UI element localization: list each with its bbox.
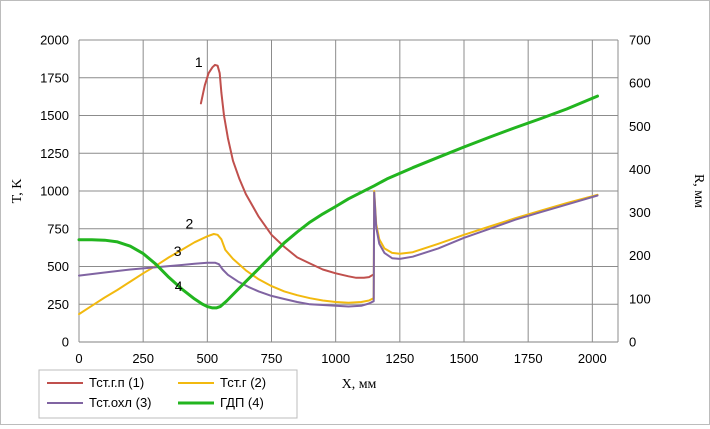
y2-tick-label: 700 xyxy=(629,33,651,48)
legend-label: Тст.г (2) xyxy=(220,375,266,390)
x-tick-label: 2000 xyxy=(578,351,607,366)
x-tick-label: 1000 xyxy=(321,351,350,366)
series-number-label: 1 xyxy=(195,54,203,70)
y-tick-label: 1750 xyxy=(40,70,69,85)
y2-tick-label: 100 xyxy=(629,291,651,306)
series-number-label: 2 xyxy=(186,215,194,231)
y2-tick-label: 200 xyxy=(629,248,651,263)
y-tick-label: 2000 xyxy=(40,33,69,48)
y2-tick-label: 600 xyxy=(629,76,651,91)
legend: Тст.г.п (1) Тст.г (2) Тст.охл (3) ГДП (4) xyxy=(38,369,298,419)
x-tick-label: 1250 xyxy=(385,351,414,366)
legend-box xyxy=(38,369,298,419)
x-tick-label: 1750 xyxy=(514,351,543,366)
series-number-labels: 1 23 4 xyxy=(174,54,203,294)
x-axis-title: X, мм xyxy=(342,377,377,392)
legend-label: ГДП (4) xyxy=(220,395,264,410)
x-tick-label: 250 xyxy=(132,351,154,366)
series-line-2 xyxy=(78,190,599,316)
y2-axis-title: R, мм xyxy=(691,174,706,208)
y-tick-label: 1500 xyxy=(40,108,69,123)
series-line-1 xyxy=(199,63,374,279)
series-number-label: 4 xyxy=(175,278,183,294)
y-tick-label: 500 xyxy=(47,259,69,274)
legend-label: Тст.г.п (1) xyxy=(89,375,144,390)
y-tick-label: 250 xyxy=(47,297,69,312)
x-tick-label: 1500 xyxy=(450,351,479,366)
y2-tick-label: 300 xyxy=(629,205,651,220)
series-line-3 xyxy=(78,191,599,308)
legend-label: Тст.охл (3) xyxy=(89,395,152,410)
x-tick-label: 500 xyxy=(196,351,218,366)
y2-tick-label: 0 xyxy=(629,335,636,350)
series-line-4 xyxy=(77,94,599,310)
y-tick-label: 1250 xyxy=(40,146,69,161)
y2-tick-label: 400 xyxy=(629,162,651,177)
y-tick-label: 1000 xyxy=(40,184,69,199)
x-tick-label: 0 xyxy=(75,351,82,366)
y-tick-label: 750 xyxy=(47,221,69,236)
x-tick-label: 750 xyxy=(261,351,283,366)
y2-tick-label: 500 xyxy=(629,119,651,134)
series-lines xyxy=(77,63,599,316)
grid xyxy=(78,39,619,343)
y-axis-title: T, K xyxy=(10,179,25,204)
series-number-label: 3 xyxy=(174,243,182,259)
y-tick-label: 0 xyxy=(62,335,69,350)
